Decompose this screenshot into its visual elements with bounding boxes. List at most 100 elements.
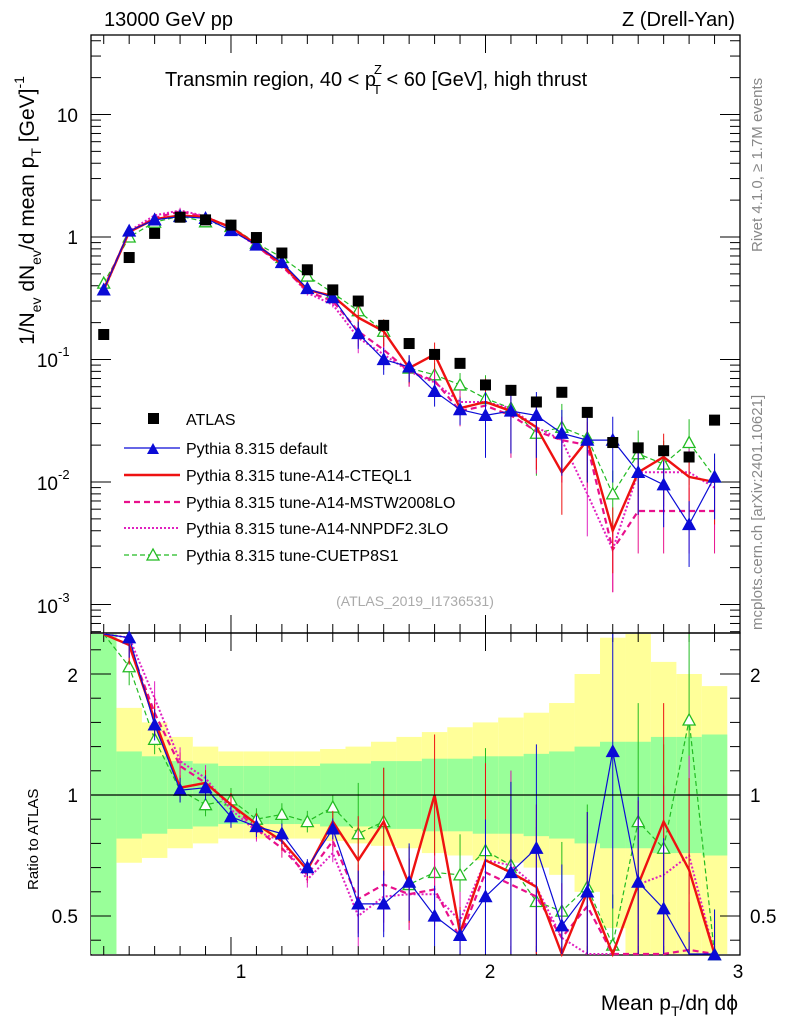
marker-1 [122,223,137,237]
atlas-point [123,252,135,264]
ratio-marker-1 [300,860,315,874]
ratio-marker-1 [122,630,137,644]
atlas-point [276,247,288,259]
ratio-marker-1 [529,840,544,854]
marker-1 [656,477,671,491]
plot-title-main: Transmin region, 40 < p [165,69,376,91]
marker-1 [554,425,569,439]
marker-5 [605,486,620,500]
atlas-point [556,386,568,398]
legend-label-mstw: Pythia 8.315 tune-A14-MSTW2008LO [186,495,455,512]
marker-1 [580,432,595,446]
y-tick-label-0.01: 10 [37,474,58,495]
ylabel-ev: ev [28,298,44,313]
ratio-marker-1 [707,947,722,961]
ylabel-part-d: [GeV] [16,89,39,149]
marker-1 [402,359,417,373]
marker-1 [631,464,646,478]
ratio-marker-1 [605,744,620,758]
marker-5 [300,268,315,282]
marker-1 [376,352,391,366]
plot-title: Transmin region, 40 < pZ T < 60 [GeV], hi… [165,62,588,97]
legend-marker-cuetp8s1 [145,547,161,561]
y-tick-exp-0.001: -3 [58,590,70,605]
atlas-point [98,328,110,340]
atlas-point [581,406,593,418]
atlas-point [607,437,619,449]
ratio-marker-1 [249,819,264,833]
legend-label-cuetp8s1: Pythia 8.315 tune-CUETP8S1 [186,548,399,565]
ratio-marker-1 [554,918,569,932]
ratio-marker-5 [452,867,468,881]
marker-1 [274,255,289,269]
ratio-marker-1 [478,889,493,903]
y-tick-base-0.001: 10 [37,597,58,618]
legend-label-cteql1: Pythia 8.315 tune-A14-CTEQL1 [186,468,412,485]
legend-label-nnpdf: Pythia 8.315 tune-A14-NNPDF2.3LO [186,521,448,538]
ratio-marker-1 [147,717,162,731]
plot-title-sub: T [373,82,381,97]
rivet-label: Rivet 4.1.0, ≥ 1.7M events [749,78,766,252]
ratio-marker-5 [274,807,289,821]
marker-1 [147,212,162,226]
ylabel-ev-2: ev [28,250,44,265]
ylabel-exp: -1 [11,76,27,89]
legend-label-atlas: ATLAS [186,412,236,429]
marker-1 [682,517,697,531]
atlas-point [200,214,212,226]
legend-label-default: Pythia 8.315 default [186,441,328,458]
ratio-marker-1 [503,865,519,879]
marker-5 [682,435,697,449]
marker-1 [707,469,722,483]
mcplots-label: mcplots.cern.ch [arXiv:2401.10621] [749,395,766,630]
marker-1 [96,282,111,296]
ratio-marker-1 [452,928,468,942]
marker-5 [452,377,468,391]
atlas-point [479,379,491,391]
axis-ticks [91,35,741,955]
y-tick-label-10: 10 [57,106,78,127]
atlas-point [378,319,390,331]
ratio-y-axis-label: Ratio to ATLAS [25,789,42,890]
ratio-marker-1 [351,896,366,910]
ratio-marker-1 [580,884,595,898]
legend-marker-default [147,443,159,454]
atlas-point [658,445,670,457]
y-tick-label-1: 1 [67,228,78,249]
atlas-point [352,295,364,307]
legend-marker-atlas [148,413,159,424]
ratio-marker-5 [122,659,137,673]
analysis-watermark: (ATLAS_2019_I1736531) [336,593,494,609]
marker-1 [529,407,544,422]
ratio-tick-label-1: 1 [67,786,78,807]
xlabel-part-a: Mean p [601,992,671,1015]
x-tick-label-3: 3 [733,962,744,983]
atlas-point [505,384,517,396]
ratio-marker-5 [198,797,213,811]
ratio-tick-label-0.5-right: 0.5 [750,907,776,928]
ylabel-t: T [28,148,44,157]
marker-1 [351,326,366,340]
legend: ATLAS Pythia 8.315 default Pythia 8.315 … [124,412,455,565]
atlas-point [225,219,237,231]
marker-1 [325,290,340,304]
x-tick-label-1: 1 [236,962,247,983]
ratio-marker-1 [656,901,671,915]
atlas-point [301,264,313,276]
ratio-marker-1 [402,874,417,888]
main-plot-series [96,207,722,593]
ratio-marker-5 [682,712,697,726]
ratio-marker-1 [325,821,340,835]
ylabel-part-c: /d mean p [16,157,39,250]
y-tick-exp-0.01: -2 [58,467,70,482]
ratio-tick-label-1-right: 1 [750,786,761,807]
x-tick-label-2: 2 [485,962,496,983]
atlas-point [709,414,721,426]
atlas-point [454,357,466,369]
y-tick-base-0.1: 10 [37,351,58,372]
y-tick-base-0.01: 10 [37,474,58,495]
atlas-point [683,451,695,463]
atlas-point [632,442,644,454]
atlas-point [250,232,262,244]
